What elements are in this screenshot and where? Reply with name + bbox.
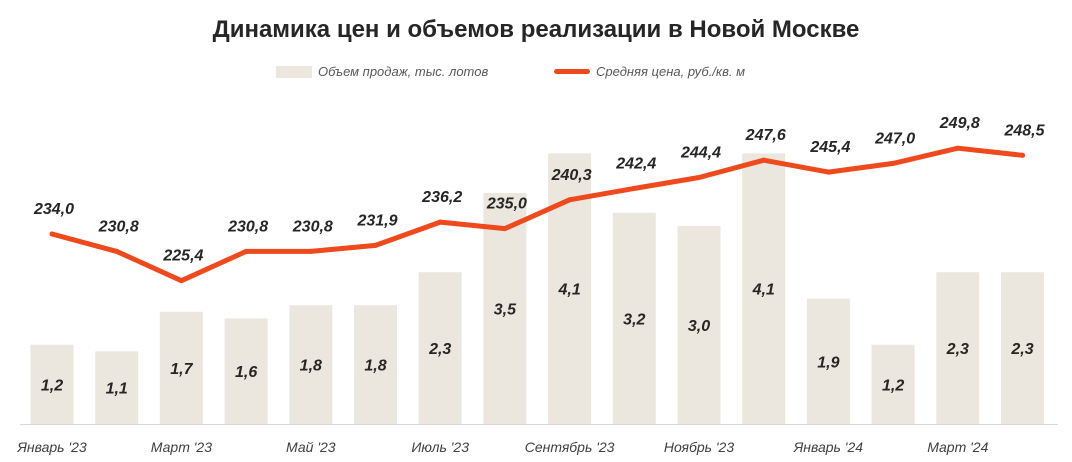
price-value-label: 234,0: [33, 201, 74, 218]
price-point: [631, 185, 637, 191]
bar: [871, 344, 915, 424]
price-value-label: 225,4: [162, 248, 203, 265]
legend: Объем продаж, тыс. лотов Средняя цена, р…: [0, 64, 1072, 84]
price-value-label: 236,2: [421, 189, 462, 206]
bar-value-label: 2,3: [1010, 341, 1033, 358]
price-point: [114, 248, 120, 254]
bar-value-label: 1,8: [364, 358, 386, 375]
price-point: [567, 197, 573, 203]
price-point: [243, 248, 249, 254]
bar: [30, 344, 74, 424]
bar-value-label: 1,2: [882, 377, 904, 394]
price-point: [437, 219, 443, 225]
price-point: [1020, 152, 1025, 158]
price-point: [373, 242, 378, 248]
x-tick-label: Январь '23: [16, 439, 87, 455]
price-value-label: 230,8: [98, 218, 139, 235]
legend-label-price: Средняя цена, руб./кв. м: [596, 64, 745, 79]
price-value-label: 230,8: [292, 218, 333, 235]
price-line: [49, 145, 1025, 284]
price-point: [955, 145, 961, 151]
bar: [159, 311, 203, 424]
chart-title: Динамика цен и объемов реализации в Ново…: [212, 16, 860, 43]
legend-bar-swatch: [276, 65, 312, 78]
x-tick-label: Март '24: [927, 439, 988, 455]
bar: [289, 305, 333, 424]
bar-value-label: 1,8: [300, 358, 322, 375]
price-value-label: 245,4: [809, 139, 850, 156]
price-value-label: 247,6: [745, 127, 786, 144]
bar: [936, 272, 980, 424]
bar-value-label: 1,7: [170, 361, 193, 378]
bar-value-label: 4,1: [752, 282, 775, 299]
bar: [95, 351, 139, 424]
x-tick-label: Март '23: [151, 439, 212, 455]
price-value-label: 249,8: [939, 115, 980, 132]
bar-value-label: 4,1: [557, 282, 580, 299]
price-point: [825, 169, 831, 175]
bar: [1001, 272, 1044, 424]
bar: [418, 272, 462, 424]
legend-line-swatch: [554, 69, 590, 74]
bar: [806, 298, 850, 424]
bar: [354, 305, 397, 424]
bar-value-label: 1,2: [41, 377, 63, 394]
bar: [612, 212, 656, 424]
price-value-label: 247,0: [874, 130, 915, 147]
price-value-label: 242,4: [615, 155, 656, 172]
x-tick-label: Май '23: [286, 439, 336, 455]
price-point: [761, 157, 767, 163]
bar-value-label: 1,9: [817, 354, 839, 371]
price-point: [178, 278, 184, 284]
price-value-label: 235,0: [486, 196, 527, 213]
legend-item-price: Средняя цена, руб./кв. м: [554, 64, 745, 79]
price-point: [696, 175, 702, 181]
x-tick-label: Июль '23: [411, 439, 469, 455]
bar: [483, 193, 527, 424]
price-value-label: 248,5: [1003, 122, 1045, 139]
legend-label-volume: Объем продаж, тыс. лотов: [318, 64, 489, 79]
price-point: [502, 226, 508, 232]
price-value-label: 240,3: [551, 167, 592, 184]
bar-value-label: 3,5: [494, 302, 517, 319]
price-value-label: 231,9: [356, 212, 397, 229]
bar-value-label: 3,0: [688, 318, 710, 335]
bar-value-label: 3,2: [623, 311, 645, 328]
bar-value-label: 1,1: [106, 381, 128, 398]
bar: [677, 226, 721, 424]
legend-item-volume: Объем продаж, тыс. лотов: [276, 64, 488, 79]
price-point: [308, 248, 314, 254]
price-value-label: 230,8: [227, 218, 268, 235]
bar-value-label: 2,3: [428, 341, 451, 358]
bar-value-label: 1,6: [235, 364, 257, 381]
price-value-label: 244,4: [680, 145, 721, 162]
bar-value-label: 2,3: [946, 341, 969, 358]
x-tick-label: Ноябрь '23: [664, 439, 734, 455]
x-tick-label: Январь '24: [793, 439, 864, 455]
bar: [224, 318, 268, 424]
x-tick-label: Сентябрь '23: [525, 439, 615, 455]
bar: [742, 153, 786, 424]
price-point: [49, 231, 55, 237]
price-point: [890, 160, 896, 166]
